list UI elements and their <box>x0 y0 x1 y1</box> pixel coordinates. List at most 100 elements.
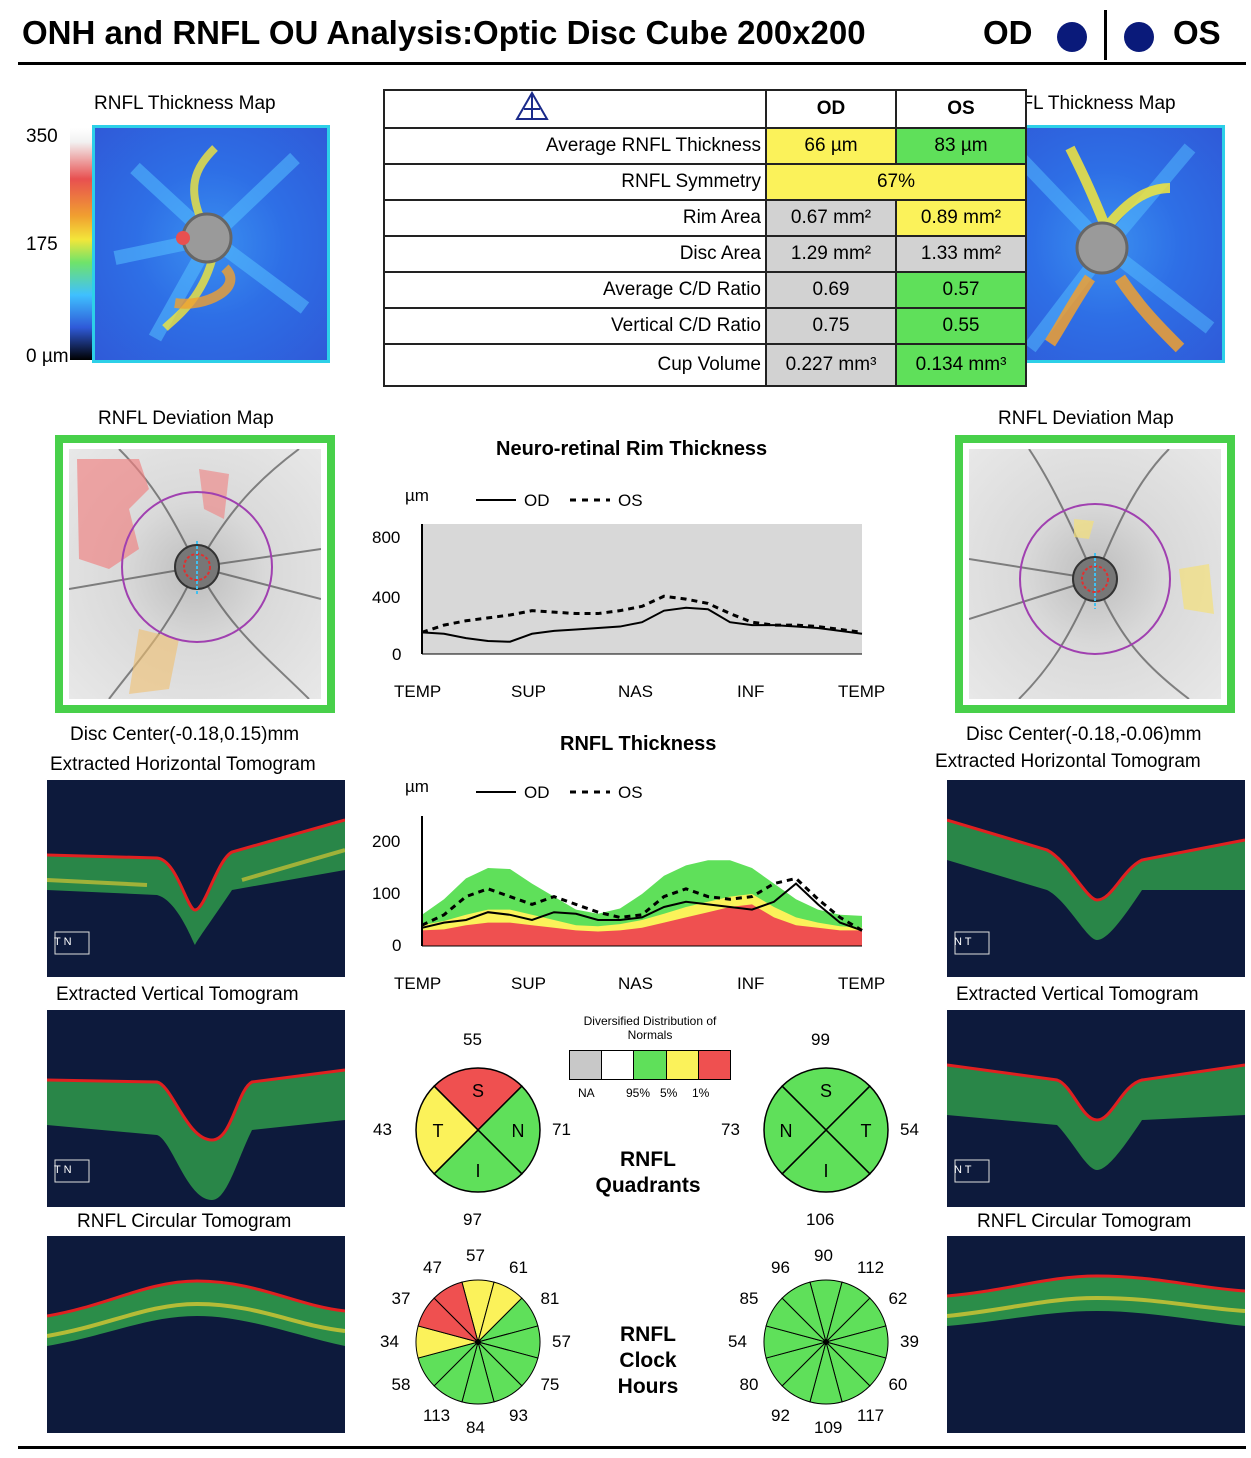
os-horizontal-tomogram <box>947 780 1245 977</box>
series-line-os <box>421 876 863 932</box>
table-row-label: Average C/D Ratio <box>383 271 767 309</box>
table-cell-os: 0.57 <box>895 271 1027 309</box>
od-clock-hour-value: 57 <box>466 1246 485 1265</box>
os-quadrants-chart: S T I N <box>763 1067 889 1193</box>
os-clock-hour-value: 80 <box>739 1375 759 1394</box>
table-row-label: Cup Volume <box>383 343 767 387</box>
od-clock-hour-value: 37 <box>391 1289 411 1308</box>
od-label: OD <box>983 14 1033 51</box>
table-cell-od: 66 µm <box>765 127 897 165</box>
quadrant-slice-N <box>476 1085 541 1175</box>
os-clock-hour-value: 109 <box>814 1418 843 1437</box>
os-horizontal-tomogram-title: Extracted Horizontal Tomogram <box>935 751 1201 772</box>
quadrant-slice-I <box>433 1128 523 1193</box>
rnfl-chart-title: RNFL Thickness <box>560 733 717 755</box>
os-label: OS <box>1173 14 1221 51</box>
quadrant-slice-T <box>824 1085 889 1175</box>
rnfl-x-tick: NAS <box>618 974 653 993</box>
table-cell-os: 0.89 mm² <box>895 199 1027 237</box>
od-quad-t: 43 <box>373 1120 392 1139</box>
quadrant-slice-T <box>415 1085 480 1175</box>
rnfl-x-tick: TEMP <box>838 974 886 993</box>
os-quad-n: 73 <box>721 1120 740 1139</box>
table-col-os: OS <box>895 89 1027 129</box>
legend-label: 5% <box>660 1086 678 1100</box>
legend-swatch-yellow <box>666 1051 699 1079</box>
od-thickness-map <box>92 125 330 363</box>
od-clock-hour-value: 81 <box>540 1289 560 1308</box>
od-clock-hour-value: 34 <box>380 1332 399 1351</box>
od-colorbar <box>70 128 92 360</box>
quadrant-letter-T: T <box>433 1121 444 1141</box>
quadrant-letter-T: T <box>861 1121 872 1141</box>
od-vertical-tomogram <box>47 1010 345 1207</box>
os-clock-hour-value: 90 <box>814 1246 833 1265</box>
legend-swatch-white <box>602 1051 635 1079</box>
os-h-tomo-marker: N T <box>954 936 972 948</box>
od-dot-icon <box>1057 22 1087 52</box>
rnfl-x-tick: SUP <box>511 974 546 993</box>
quadrants-label: RNFL Quadrants <box>595 1148 701 1197</box>
od-clock-hour-value: 47 <box>423 1257 442 1277</box>
rim-x-tick: TEMP <box>394 682 442 701</box>
od-quad-n: 71 <box>552 1120 571 1139</box>
rnfl-y-tick: 0 <box>392 936 402 955</box>
clock-hours-label: RNFL Clock Hours <box>617 1323 679 1398</box>
rim-x-tick: INF <box>737 682 765 701</box>
rnfl-x-tick: TEMP <box>394 974 442 993</box>
quadrant-letter-S: S <box>472 1081 484 1101</box>
od-circular-tomogram-title: RNFL Circular Tomogram <box>77 1211 292 1232</box>
rim-x-tick: NAS <box>618 682 653 701</box>
header-rule <box>18 62 1246 65</box>
rnfl-chart-ylabel: µm <box>405 777 429 796</box>
series-line-os <box>421 594 863 634</box>
od-clock-hour-value: 58 <box>391 1375 411 1394</box>
os-clock-hour-value: 112 <box>857 1257 885 1277</box>
rnfl-legend-os: OS <box>618 783 643 802</box>
series-line-od <box>421 882 863 932</box>
quadrant-slice-N <box>763 1085 828 1175</box>
od-colorbar-tick-max: 350 <box>26 126 58 147</box>
rnfl-legend-od: OD <box>524 783 550 802</box>
rnfl-y-tick: 200 <box>372 832 401 851</box>
clock-hour-slice <box>433 1281 479 1344</box>
od-v-tomo-marker: T N <box>54 1164 72 1176</box>
od-vertical-tomogram-title: Extracted Vertical Tomogram <box>56 984 299 1005</box>
od-quad-s: 55 <box>463 1030 482 1049</box>
measurement-table: OD OS Average RNFL Thickness 66 µm 83 µm… <box>383 89 1027 387</box>
od-quad-i: 97 <box>463 1210 482 1229</box>
os-circular-tomogram-title: RNFL Circular Tomogram <box>977 1211 1192 1232</box>
table-warning-icon <box>383 89 767 129</box>
rim-chart-title: Neuro-retinal Rim Thickness <box>496 438 768 460</box>
table-row-label: Average RNFL Thickness <box>383 127 767 165</box>
os-vertical-tomogram <box>947 1010 1245 1207</box>
os-quad-s: 99 <box>811 1030 830 1049</box>
rim-legend-os: OS <box>618 491 643 510</box>
rnfl-x-tick: INF <box>737 974 765 993</box>
od-h-tomo-marker: T N <box>54 936 72 948</box>
legend-label: 1% <box>692 1086 710 1100</box>
od-clock-hour-value: 84 <box>466 1418 485 1437</box>
od-disc-center: Disc Center(-0.18,0.15)mm <box>70 724 300 745</box>
table-cell-os: 83 µm <box>895 127 1027 165</box>
os-clock-hour-value: 92 <box>771 1406 790 1426</box>
quadrant-slice-I <box>781 1128 871 1193</box>
table-row-label: Rim Area <box>383 199 767 237</box>
od-clock-hours-chart <box>415 1279 541 1405</box>
table-row-label: Disc Area <box>383 235 767 273</box>
footer-rule <box>18 1446 1246 1449</box>
rnfl-y-tick: 100 <box>372 884 401 903</box>
od-thickness-map-title: RNFL Thickness Map <box>94 93 276 114</box>
rim-y-tick: 0 <box>392 645 402 664</box>
od-colorbar-tick-mid: 175 <box>26 234 58 255</box>
os-thickness-map-title: RNFL Thickness Map <box>994 93 1176 114</box>
quadrant-letter-N: N <box>780 1121 793 1141</box>
clock-center-dot <box>823 1339 829 1345</box>
legend-swatch-red <box>698 1051 731 1079</box>
os-clock-hour-value: 117 <box>857 1406 885 1426</box>
quadrant-letter-I: I <box>823 1161 828 1181</box>
quadrant-letter-N: N <box>512 1121 525 1141</box>
od-horizontal-tomogram <box>47 780 345 977</box>
table-cell-os: 0.55 <box>895 307 1027 345</box>
rnfl-chart <box>421 816 863 947</box>
